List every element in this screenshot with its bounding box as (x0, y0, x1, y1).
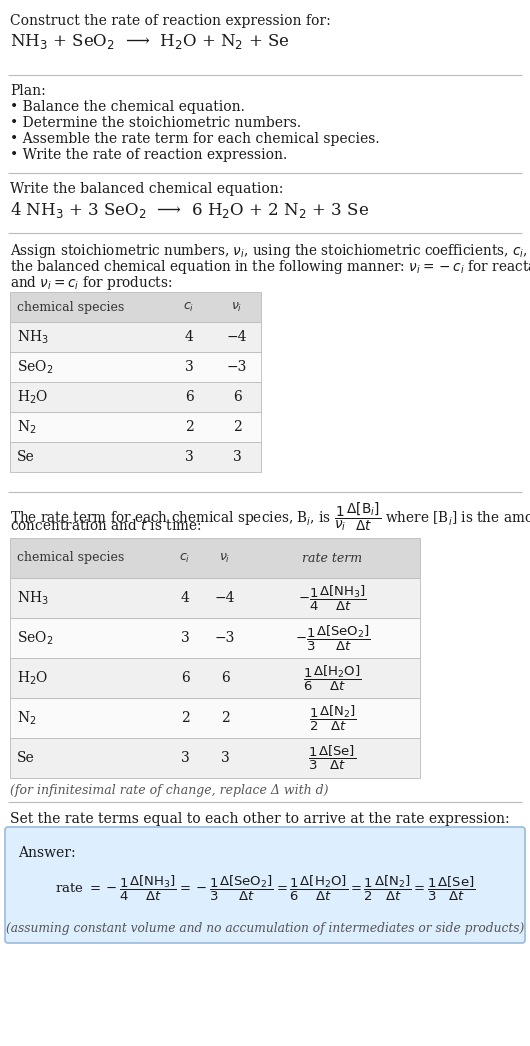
Text: NH$_3$ + SeO$_2$  ⟶  H$_2$O + N$_2$ + Se: NH$_3$ + SeO$_2$ ⟶ H$_2$O + N$_2$ + Se (10, 32, 290, 51)
Text: the balanced chemical equation in the following manner: $\nu_i = -c_i$ for react: the balanced chemical equation in the fo… (10, 258, 530, 276)
Text: $c_i$: $c_i$ (179, 551, 191, 565)
Text: 3: 3 (233, 450, 241, 464)
Bar (10, 292, 261, 322)
Text: $\dfrac{1}{3}\dfrac{\Delta[\mathrm{Se}]}{\Delta t}$: $\dfrac{1}{3}\dfrac{\Delta[\mathrm{Se}]}… (308, 744, 357, 772)
Text: • Balance the chemical equation.: • Balance the chemical equation. (10, 100, 245, 114)
Text: Plan:: Plan: (10, 84, 46, 98)
Text: $\dfrac{1}{6}\dfrac{\Delta[\mathrm{H_2O}]}{\Delta t}$: $\dfrac{1}{6}\dfrac{\Delta[\mathrm{H_2O}… (303, 663, 361, 692)
Text: 2: 2 (233, 420, 241, 434)
Text: 3: 3 (181, 631, 189, 645)
Text: rate $= -\dfrac{1}{4}\dfrac{\Delta[\mathrm{NH_3}]}{\Delta t} = -\dfrac{1}{3}\dfr: rate $= -\dfrac{1}{4}\dfrac{\Delta[\math… (55, 873, 475, 903)
Bar (10, 738, 420, 778)
Text: chemical species: chemical species (17, 300, 124, 314)
Text: rate term: rate term (303, 551, 363, 565)
Text: 6: 6 (220, 670, 229, 685)
Text: 3: 3 (184, 450, 193, 464)
Text: • Write the rate of reaction expression.: • Write the rate of reaction expression. (10, 147, 287, 162)
Text: • Assemble the rate term for each chemical species.: • Assemble the rate term for each chemic… (10, 132, 379, 146)
Text: • Determine the stoichiometric numbers.: • Determine the stoichiometric numbers. (10, 116, 301, 130)
Text: $\dfrac{1}{2}\dfrac{\Delta[\mathrm{N_2}]}{\Delta t}$: $\dfrac{1}{2}\dfrac{\Delta[\mathrm{N_2}]… (308, 703, 356, 732)
Text: −3: −3 (215, 631, 235, 645)
Text: concentration and $t$ is time:: concentration and $t$ is time: (10, 518, 201, 533)
Text: SeO$_2$: SeO$_2$ (17, 630, 54, 646)
Bar (10, 538, 420, 578)
Text: N$_2$: N$_2$ (17, 418, 37, 436)
Text: NH$_3$: NH$_3$ (17, 589, 49, 607)
Text: Answer:: Answer: (18, 846, 76, 860)
FancyBboxPatch shape (5, 827, 525, 943)
Text: $\nu_i$: $\nu_i$ (219, 551, 231, 565)
Text: Se: Se (17, 751, 35, 765)
Bar (10, 658, 420, 698)
Text: Write the balanced chemical equation:: Write the balanced chemical equation: (10, 182, 284, 196)
Text: H$_2$O: H$_2$O (17, 388, 48, 406)
Text: −4: −4 (227, 329, 248, 344)
Text: The rate term for each chemical species, B$_i$, is $\dfrac{1}{\nu_i}\dfrac{\Delt: The rate term for each chemical species,… (10, 500, 530, 532)
Text: 4: 4 (184, 329, 193, 344)
Bar (10, 698, 420, 738)
Text: chemical species: chemical species (17, 551, 124, 565)
Text: 3: 3 (184, 360, 193, 374)
Bar (10, 322, 261, 353)
Bar (10, 382, 261, 412)
Text: $c_i$: $c_i$ (183, 300, 195, 314)
Text: 2: 2 (220, 711, 229, 725)
Text: (assuming constant volume and no accumulation of intermediates or side products): (assuming constant volume and no accumul… (6, 922, 524, 935)
Bar (10, 442, 261, 472)
Bar (10, 618, 420, 658)
Bar (10, 578, 420, 618)
Text: 2: 2 (184, 420, 193, 434)
Text: N$_2$: N$_2$ (17, 709, 37, 727)
Text: (for infinitesimal rate of change, replace Δ with d): (for infinitesimal rate of change, repla… (10, 784, 329, 797)
Text: H$_2$O: H$_2$O (17, 669, 48, 687)
Text: −3: −3 (227, 360, 247, 374)
Text: $\nu_i$: $\nu_i$ (231, 300, 243, 314)
Text: NH$_3$: NH$_3$ (17, 328, 49, 345)
Bar (10, 412, 261, 442)
Text: Se: Se (17, 450, 35, 464)
Text: Set the rate terms equal to each other to arrive at the rate expression:: Set the rate terms equal to each other t… (10, 812, 510, 826)
Text: 4 NH$_3$ + 3 SeO$_2$  ⟶  6 H$_2$O + 2 N$_2$ + 3 Se: 4 NH$_3$ + 3 SeO$_2$ ⟶ 6 H$_2$O + 2 N$_2… (10, 200, 369, 220)
Text: and $\nu_i = c_i$ for products:: and $\nu_i = c_i$ for products: (10, 274, 172, 292)
Text: $-\dfrac{1}{3}\dfrac{\Delta[\mathrm{SeO_2}]}{\Delta t}$: $-\dfrac{1}{3}\dfrac{\Delta[\mathrm{SeO_… (295, 623, 370, 653)
Text: Construct the rate of reaction expression for:: Construct the rate of reaction expressio… (10, 14, 331, 28)
Text: 6: 6 (233, 390, 241, 404)
Text: $-\dfrac{1}{4}\dfrac{\Delta[\mathrm{NH_3}]}{\Delta t}$: $-\dfrac{1}{4}\dfrac{\Delta[\mathrm{NH_3… (298, 584, 367, 613)
Text: −4: −4 (215, 591, 235, 605)
Text: 3: 3 (220, 751, 229, 765)
Text: 2: 2 (181, 711, 189, 725)
Text: 4: 4 (181, 591, 189, 605)
Text: 6: 6 (181, 670, 189, 685)
Text: Assign stoichiometric numbers, $\nu_i$, using the stoichiometric coefficients, $: Assign stoichiometric numbers, $\nu_i$, … (10, 242, 530, 260)
Bar (10, 353, 261, 382)
Text: SeO$_2$: SeO$_2$ (17, 359, 54, 376)
Text: 6: 6 (184, 390, 193, 404)
Text: 3: 3 (181, 751, 189, 765)
